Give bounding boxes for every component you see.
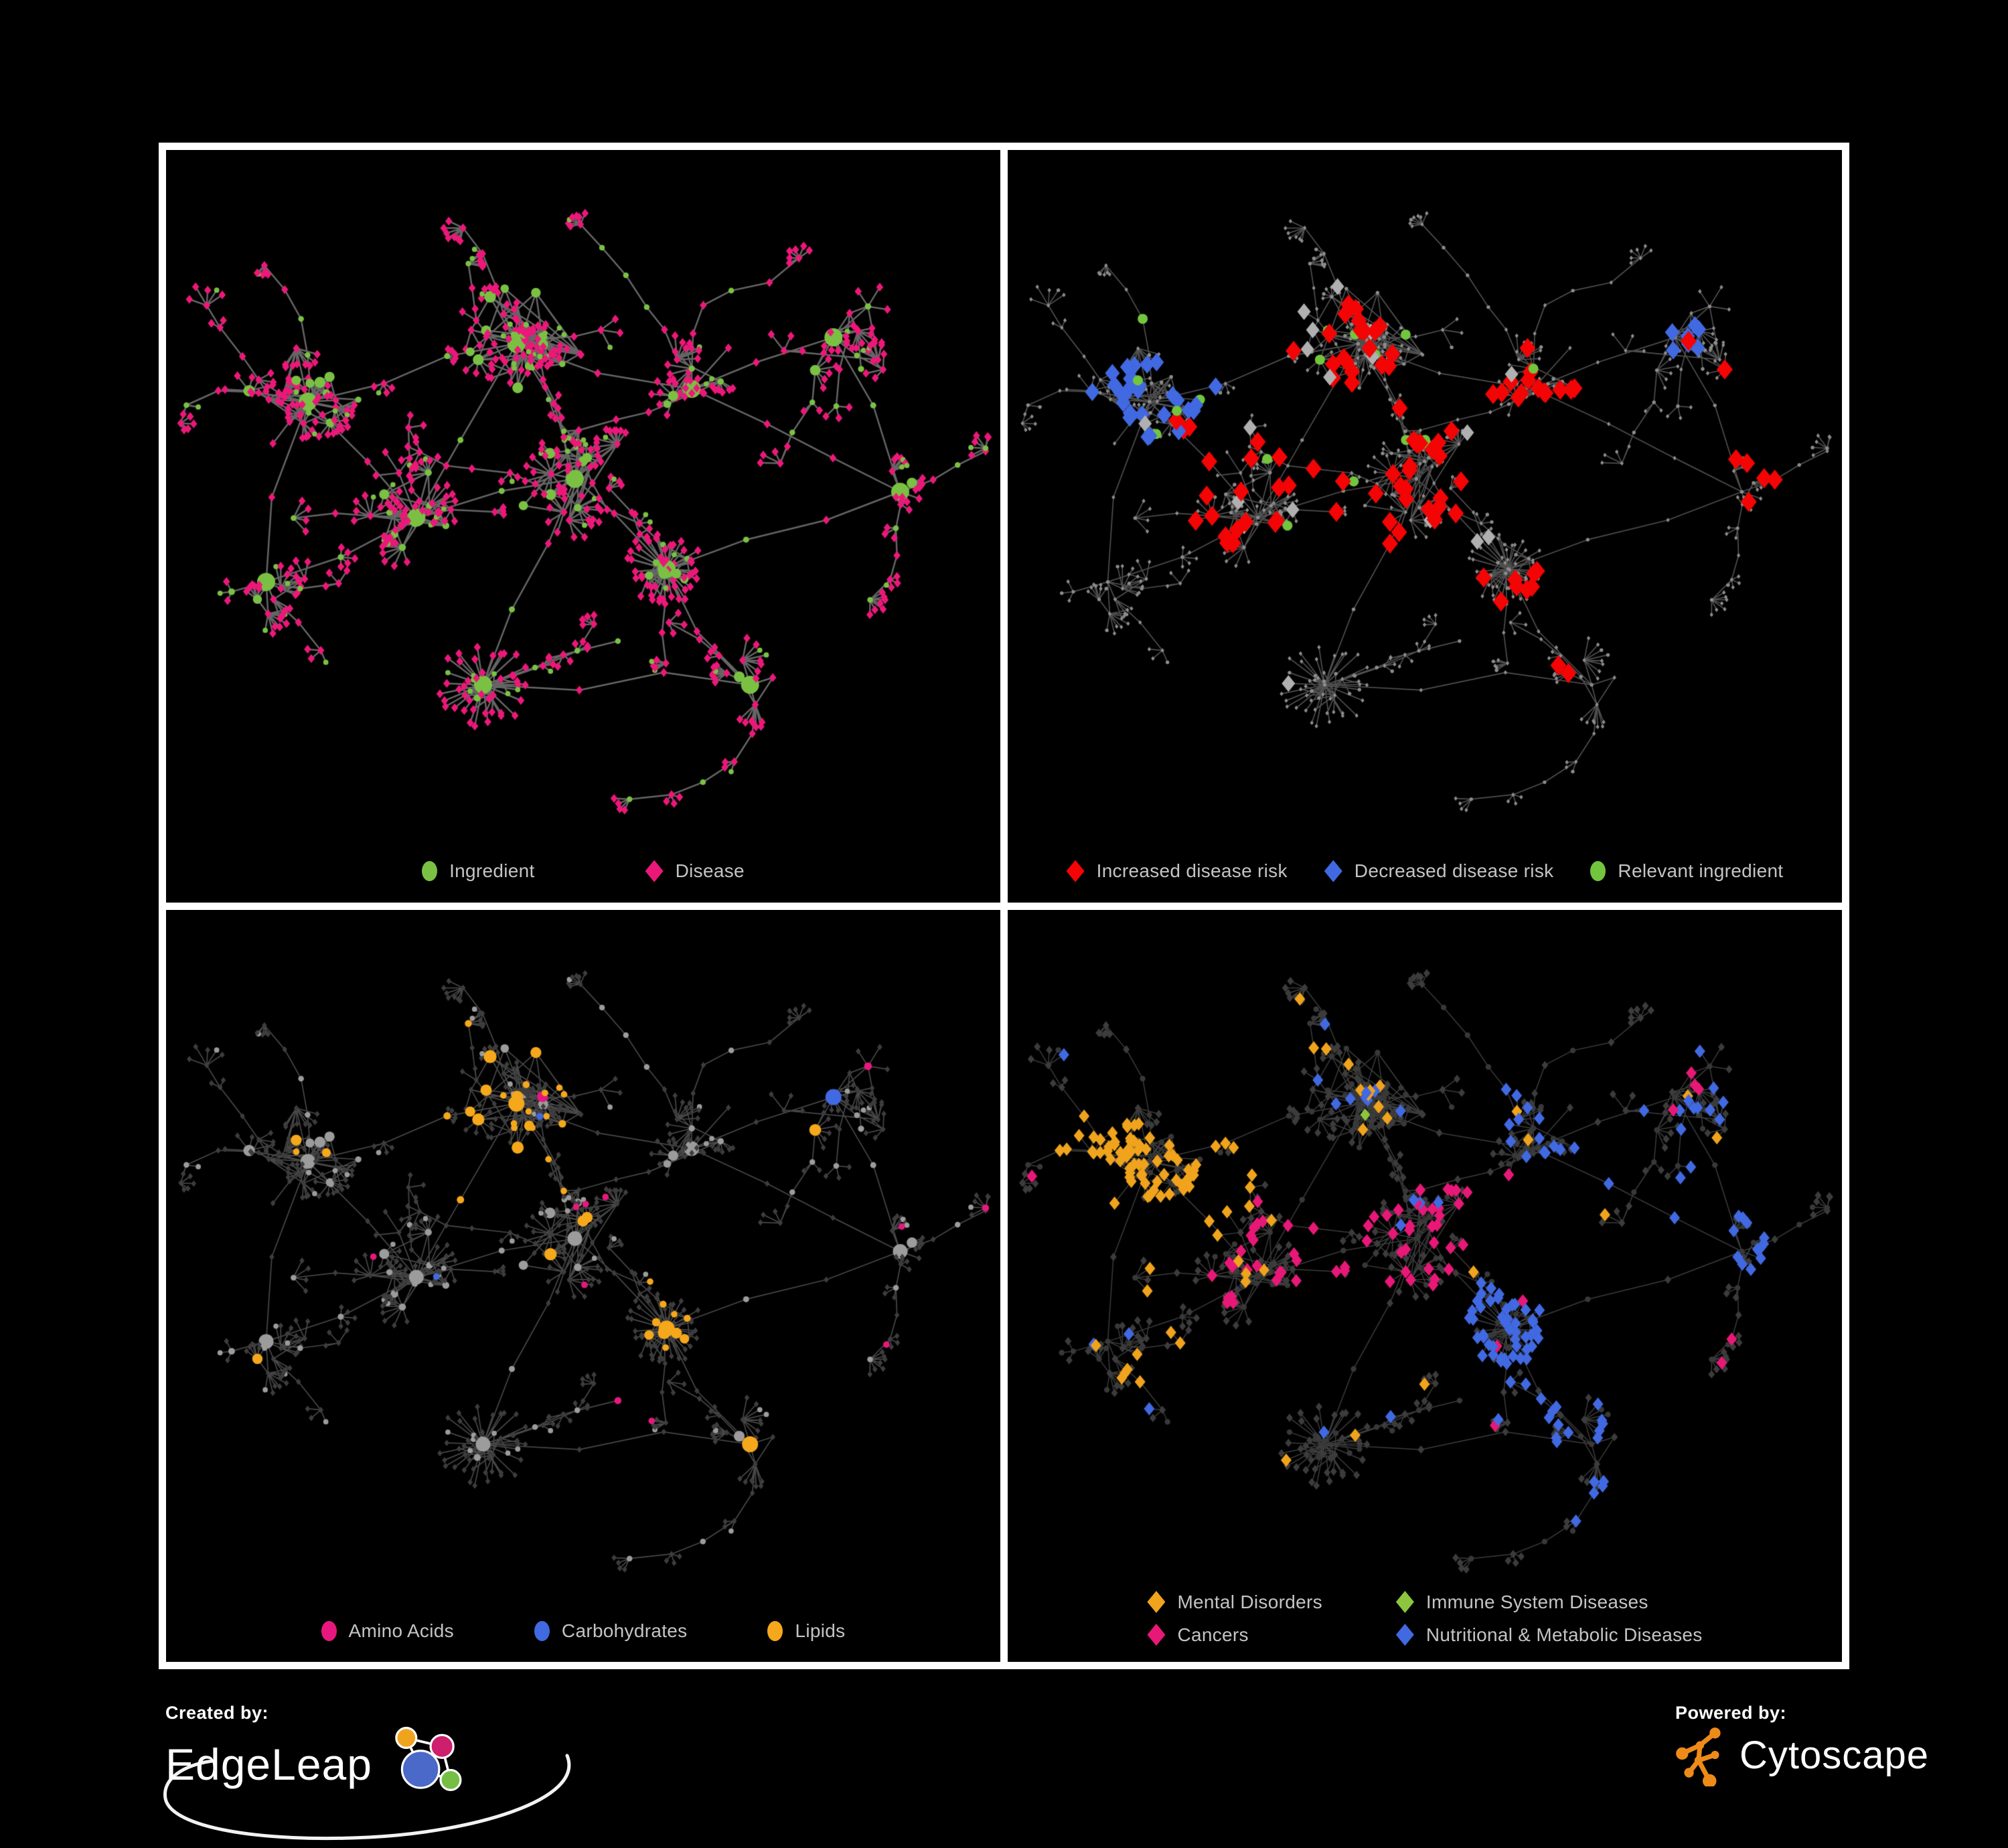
legend-label: Disease	[675, 860, 745, 881]
legend-marker-diamond-icon	[1147, 1591, 1166, 1613]
network-canvas-disease-risk[interactable]	[1008, 150, 1842, 903]
legend-item: Nutritional & Metabolic Diseases	[1395, 1624, 1703, 1646]
legend-label: Mental Disorders	[1177, 1591, 1322, 1612]
legend-label: Lipids	[795, 1620, 846, 1641]
edgeleap-wordmark: EdgeLeap	[165, 1740, 372, 1789]
legend-item: Amino Acids	[321, 1620, 454, 1642]
cytoscape-wordmark: Cytoscape	[1740, 1734, 1930, 1777]
legend-label: Carbohydrates	[561, 1620, 688, 1641]
legend-marker-ellipse-icon	[321, 1621, 337, 1641]
panel-disease-risk: Increased disease risk Decreased disease …	[1008, 150, 1842, 903]
legend-disease-risk: Increased disease risk Decreased disease …	[1008, 860, 1842, 882]
legend-ingredient-classes: Amino Acids Carbohydrates Lipids	[166, 1620, 1000, 1642]
network-canvas-ingredient-classes[interactable]	[166, 909, 1000, 1662]
legend-marker-diamond-icon	[1395, 1624, 1414, 1646]
edgeleap-logo-icon	[395, 1727, 462, 1791]
edgeleap-credit: Created by: EdgeLeap	[163, 1703, 571, 1841]
legend-item: Lipids	[767, 1620, 845, 1642]
legend-item: Increased disease risk	[1066, 860, 1288, 882]
legend-marker-diamond-icon	[1066, 860, 1085, 882]
legend-label: Relevant ingredient	[1618, 860, 1784, 881]
legend-item: Immune System Diseases	[1395, 1591, 1703, 1613]
legend-label: Amino Acids	[348, 1620, 454, 1641]
legend-item: Relevant ingredient	[1590, 860, 1783, 882]
powered-by-label: Powered by:	[1675, 1703, 1787, 1723]
cytoscape-logo-icon	[1676, 1727, 1721, 1786]
legend-label: Nutritional & Metabolic Diseases	[1425, 1624, 1703, 1645]
legend-label: Decreased disease risk	[1354, 860, 1554, 881]
legend-label: Increased disease risk	[1096, 860, 1288, 881]
panel-grid: Ingredient Disease Increased disease risk…	[159, 143, 1849, 1669]
legend-item: Mental Disorders	[1147, 1591, 1322, 1613]
network-canvas-disease-classes[interactable]	[1008, 909, 1842, 1662]
legend-item: Disease	[645, 860, 745, 882]
legend-item: Ingredient	[422, 860, 535, 882]
panel-ingredient-classes: Amino Acids Carbohydrates Lipids	[166, 909, 1000, 1662]
legend-marker-ellipse-icon	[767, 1621, 783, 1641]
legend-marker-ellipse-icon	[534, 1621, 550, 1641]
legend-item: Carbohydrates	[534, 1620, 688, 1642]
created-by-label: Created by:	[165, 1703, 269, 1723]
legend-ingredient-disease: Ingredient Disease	[166, 860, 1000, 882]
legend-label: Immune System Diseases	[1425, 1591, 1648, 1612]
legend-item: Decreased disease risk	[1324, 860, 1554, 882]
legend-marker-diamond-icon	[1324, 860, 1342, 882]
legend-marker-ellipse-icon	[1590, 861, 1606, 881]
legend-label: Ingredient	[449, 860, 535, 881]
panel-ingredient-disease: Ingredient Disease	[166, 150, 1000, 903]
panel-disease-classes: Mental Disorders Immune System Diseases Ca…	[1008, 909, 1842, 1662]
legend-disease-classes: Mental Disorders Immune System Diseases Ca…	[1147, 1591, 1702, 1646]
legend-item: Cancers	[1147, 1624, 1322, 1646]
network-canvas-ingredient-disease[interactable]	[166, 150, 1000, 903]
legend-marker-diamond-icon	[1395, 1591, 1414, 1613]
legend-marker-ellipse-icon	[422, 861, 438, 881]
legend-label: Cancers	[1177, 1624, 1249, 1645]
cytoscape-credit: Powered by: Cytoscape	[1675, 1703, 1929, 1786]
legend-marker-diamond-icon	[645, 860, 664, 882]
legend-marker-diamond-icon	[1147, 1624, 1166, 1646]
